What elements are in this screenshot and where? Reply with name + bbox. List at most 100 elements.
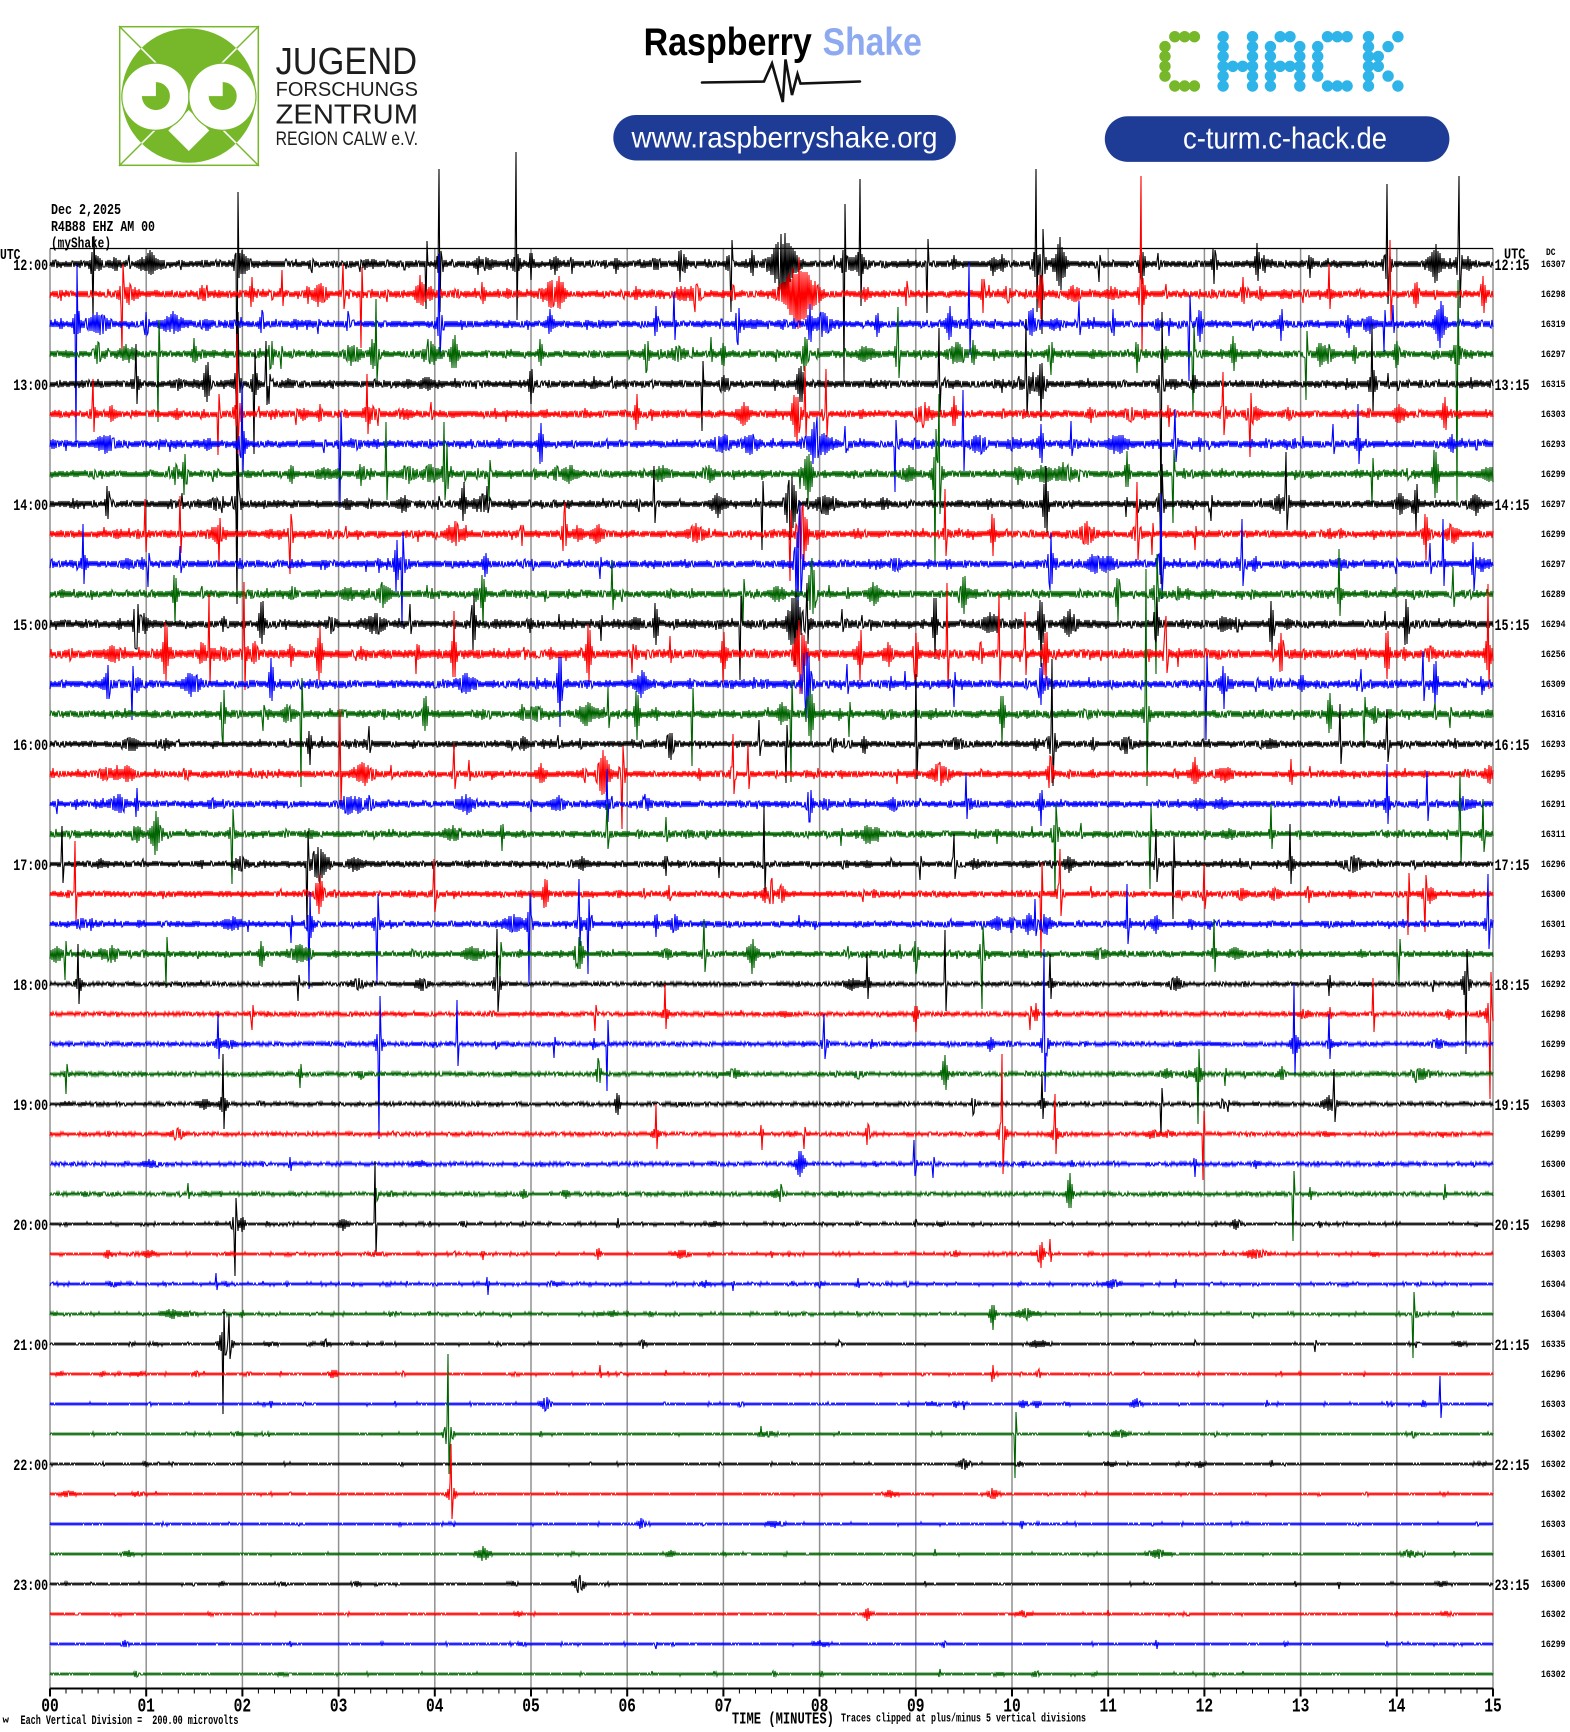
svg-text:11: 11: [1099, 1695, 1117, 1717]
svg-text:16302: 16302: [1541, 1490, 1566, 1501]
svg-text:16295: 16295: [1541, 770, 1566, 781]
svg-text:05: 05: [522, 1695, 540, 1717]
svg-text:UTC: UTC: [0, 247, 21, 264]
svg-text:16319: 16319: [1541, 320, 1566, 331]
svg-text:R4B88 EHZ AM 00: R4B88 EHZ AM 00: [51, 220, 155, 236]
svg-text:16304: 16304: [1541, 1280, 1566, 1291]
svg-text:ZENTRUM: ZENTRUM: [276, 98, 418, 129]
svg-text:01: 01: [137, 1695, 155, 1717]
svg-text:04: 04: [426, 1695, 444, 1717]
svg-text:20:15: 20:15: [1495, 1217, 1530, 1235]
svg-text:16299: 16299: [1541, 1040, 1566, 1051]
svg-text:16:00: 16:00: [13, 737, 48, 755]
svg-text:DC: DC: [1546, 248, 1556, 259]
svg-text:14:15: 14:15: [1495, 497, 1530, 515]
svg-text:16293: 16293: [1541, 740, 1566, 751]
svg-text:16303: 16303: [1541, 1250, 1566, 1261]
svg-text:23:00: 23:00: [13, 1577, 48, 1595]
svg-text:UTC: UTC: [1504, 247, 1525, 264]
svg-text:JUGEND: JUGEND: [276, 40, 418, 83]
svg-text:w: w: [3, 1716, 10, 1726]
svg-text:19:15: 19:15: [1495, 1097, 1530, 1115]
svg-text:16297: 16297: [1541, 500, 1566, 511]
svg-text:16300: 16300: [1541, 1580, 1566, 1591]
svg-text:14: 14: [1388, 1695, 1406, 1717]
svg-text:20:00: 20:00: [13, 1217, 48, 1235]
svg-text:16303: 16303: [1541, 410, 1566, 421]
svg-text:www.raspberryshake.org: www.raspberryshake.org: [631, 122, 938, 155]
svg-text:16303: 16303: [1541, 1400, 1566, 1411]
svg-text:TIME (MINUTES): TIME (MINUTES): [732, 1711, 834, 1730]
svg-text:16335: 16335: [1541, 1340, 1566, 1351]
svg-text:Traces clipped at plus/minus 5: Traces clipped at plus/minus 5 vertical …: [841, 1711, 1086, 1725]
svg-text:c-turm.c-hack.de: c-turm.c-hack.de: [1183, 121, 1387, 156]
svg-text:Raspberry: Raspberry: [644, 21, 813, 64]
svg-text:16297: 16297: [1541, 350, 1566, 361]
svg-text:16293: 16293: [1541, 440, 1566, 451]
svg-text:16309: 16309: [1541, 680, 1566, 691]
svg-text:16299: 16299: [1541, 1640, 1566, 1651]
svg-text:22:15: 22:15: [1495, 1457, 1530, 1475]
svg-text:16289: 16289: [1541, 590, 1566, 601]
svg-text:03: 03: [330, 1695, 348, 1717]
svg-text:10: 10: [1003, 1695, 1021, 1717]
svg-text:02: 02: [234, 1695, 252, 1717]
svg-text:08: 08: [811, 1695, 829, 1717]
svg-text:17:00: 17:00: [13, 857, 48, 875]
svg-text:16302: 16302: [1541, 1430, 1566, 1441]
svg-text:12:00: 12:00: [13, 257, 48, 275]
svg-text:15: 15: [1484, 1695, 1502, 1717]
svg-text:Dec 2,2025: Dec 2,2025: [51, 203, 121, 219]
svg-text:16302: 16302: [1541, 1610, 1566, 1621]
svg-text:16299: 16299: [1541, 470, 1566, 481]
svg-text:18:00: 18:00: [13, 977, 48, 995]
svg-text:16301: 16301: [1541, 1190, 1566, 1201]
svg-text:16311: 16311: [1541, 830, 1566, 841]
svg-text:16:15: 16:15: [1495, 737, 1530, 755]
svg-text:00: 00: [41, 1695, 59, 1717]
svg-text:16296: 16296: [1541, 1370, 1566, 1381]
svg-text:16298: 16298: [1541, 1070, 1566, 1081]
svg-text:18:15: 18:15: [1495, 977, 1530, 995]
svg-text:16296: 16296: [1541, 860, 1566, 871]
svg-text:16303: 16303: [1541, 1520, 1566, 1531]
svg-text:14:00: 14:00: [13, 497, 48, 515]
svg-text:16304: 16304: [1541, 1310, 1566, 1321]
svg-text:22:00: 22:00: [13, 1457, 48, 1475]
svg-text:16299: 16299: [1541, 1130, 1566, 1141]
svg-text:Each Vertical Division = 200.: Each Vertical Division = 200.00 microvol…: [21, 1713, 239, 1728]
svg-text:12: 12: [1196, 1695, 1214, 1717]
svg-text:16293: 16293: [1541, 950, 1566, 961]
svg-text:16303: 16303: [1541, 1100, 1566, 1111]
svg-text:FORSCHUNGS: FORSCHUNGS: [276, 79, 418, 101]
svg-text:15:00: 15:00: [13, 617, 48, 635]
svg-text:16291: 16291: [1541, 800, 1566, 811]
svg-text:17:15: 17:15: [1495, 857, 1530, 875]
svg-text:16301: 16301: [1541, 920, 1566, 931]
svg-text:16298: 16298: [1541, 1220, 1566, 1231]
svg-text:16299: 16299: [1541, 530, 1566, 541]
svg-text:16298: 16298: [1541, 1010, 1566, 1021]
svg-text:16292: 16292: [1541, 980, 1566, 991]
svg-text:07: 07: [715, 1695, 733, 1717]
svg-text:06: 06: [618, 1695, 636, 1717]
svg-text:16256: 16256: [1541, 650, 1566, 661]
svg-text:21:00: 21:00: [13, 1337, 48, 1355]
svg-text:23:15: 23:15: [1495, 1577, 1530, 1595]
svg-text:13: 13: [1292, 1695, 1310, 1717]
svg-text:16298: 16298: [1541, 290, 1566, 301]
svg-text:16301: 16301: [1541, 1550, 1566, 1561]
svg-text:REGION CALW e.V.: REGION CALW e.V.: [276, 129, 418, 150]
svg-text:15:15: 15:15: [1495, 617, 1530, 635]
svg-text:16316: 16316: [1541, 710, 1566, 721]
svg-text:16300: 16300: [1541, 890, 1566, 901]
svg-text:16315: 16315: [1541, 380, 1566, 391]
svg-text:Shake: Shake: [823, 21, 922, 64]
svg-text:13:15: 13:15: [1495, 377, 1530, 395]
svg-text:21:15: 21:15: [1495, 1337, 1530, 1355]
svg-text:19:00: 19:00: [13, 1097, 48, 1115]
svg-text:16302: 16302: [1541, 1670, 1566, 1681]
svg-text:12:15: 12:15: [1495, 257, 1530, 275]
svg-text:16297: 16297: [1541, 560, 1566, 571]
svg-text:16307: 16307: [1541, 260, 1566, 271]
